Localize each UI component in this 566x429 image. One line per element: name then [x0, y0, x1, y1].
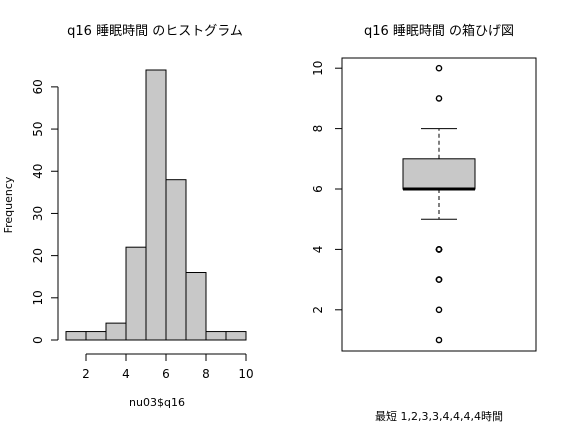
histogram-title: q16 睡眠時間 のヒストグラム	[67, 24, 243, 39]
boxplot-outlier-point	[435, 95, 443, 102]
histogram-y-tick-label: 40	[31, 164, 45, 179]
histogram-y-tick-label: 50	[31, 121, 45, 136]
boxplot-outlier-point	[435, 64, 443, 72]
histogram-x-axis: 2 4 6 8 10	[82, 353, 254, 381]
histogram-x-label: nu03$q16	[129, 396, 185, 409]
histogram-bars	[65, 69, 247, 341]
histogram-x-tick-label: 10	[238, 367, 253, 381]
boxplot-outlier-point	[435, 336, 443, 344]
boxplot-box	[402, 158, 476, 190]
histogram-x-tick-label: 2	[82, 367, 90, 381]
histogram-y-tick-label: 60	[31, 79, 45, 94]
boxplot-y-tick-label: 8	[311, 125, 325, 133]
boxplot-marks	[402, 64, 476, 344]
histogram-x-tick-label: 4	[122, 367, 130, 381]
histogram-x-tick-label: 6	[162, 367, 170, 381]
histogram-y-tick-label: 30	[31, 206, 45, 221]
boxplot-panel: q16 睡眠時間 の箱ひげ図 2 4 6 8 10 最短 1,2,3,3,4,4,4,4…	[311, 23, 537, 423]
histogram-bar	[65, 331, 87, 341]
histogram-bar	[205, 331, 227, 341]
histogram-x-tick-label: 8	[202, 367, 210, 381]
histogram-bar	[185, 272, 207, 341]
histogram-bar	[225, 331, 247, 341]
histogram-y-tick-label: 0	[31, 336, 45, 344]
histogram-panel: q16 睡眠時間 のヒストグラム 2 4 6 8 10 0 10 20 30 40 50 60 nu…	[2, 24, 254, 409]
boxplot-y-tick-label: 4	[311, 246, 325, 254]
histogram-y-label: Frequency	[2, 176, 15, 233]
histogram-bar	[145, 69, 167, 341]
boxplot-y-tick-label: 6	[311, 185, 325, 193]
histogram-y-tick-label: 20	[31, 248, 45, 263]
histogram-y-axis: 0 10 20 30 40 50 60	[31, 79, 59, 344]
boxplot-note: 最短 1,2,3,3,4,4,4,4時間	[375, 409, 503, 423]
histogram-bar	[85, 331, 107, 341]
boxplot-y-axis: 2 4 6 8 10	[311, 61, 343, 314]
histogram-bar	[125, 246, 147, 341]
histogram-y-tick-label: 10	[31, 290, 45, 305]
boxplot-title: q16 睡眠時間 の箱ひげ図	[364, 23, 514, 39]
histogram-bar	[165, 179, 187, 341]
boxplot-outlier-point	[435, 306, 443, 314]
histogram-bar	[105, 322, 127, 341]
boxplot-y-tick-label: 10	[311, 61, 325, 76]
boxplot-outlier-point	[435, 276, 443, 283]
boxplot-outlier-point	[435, 246, 443, 253]
boxplot-y-tick-label: 2	[311, 306, 325, 314]
